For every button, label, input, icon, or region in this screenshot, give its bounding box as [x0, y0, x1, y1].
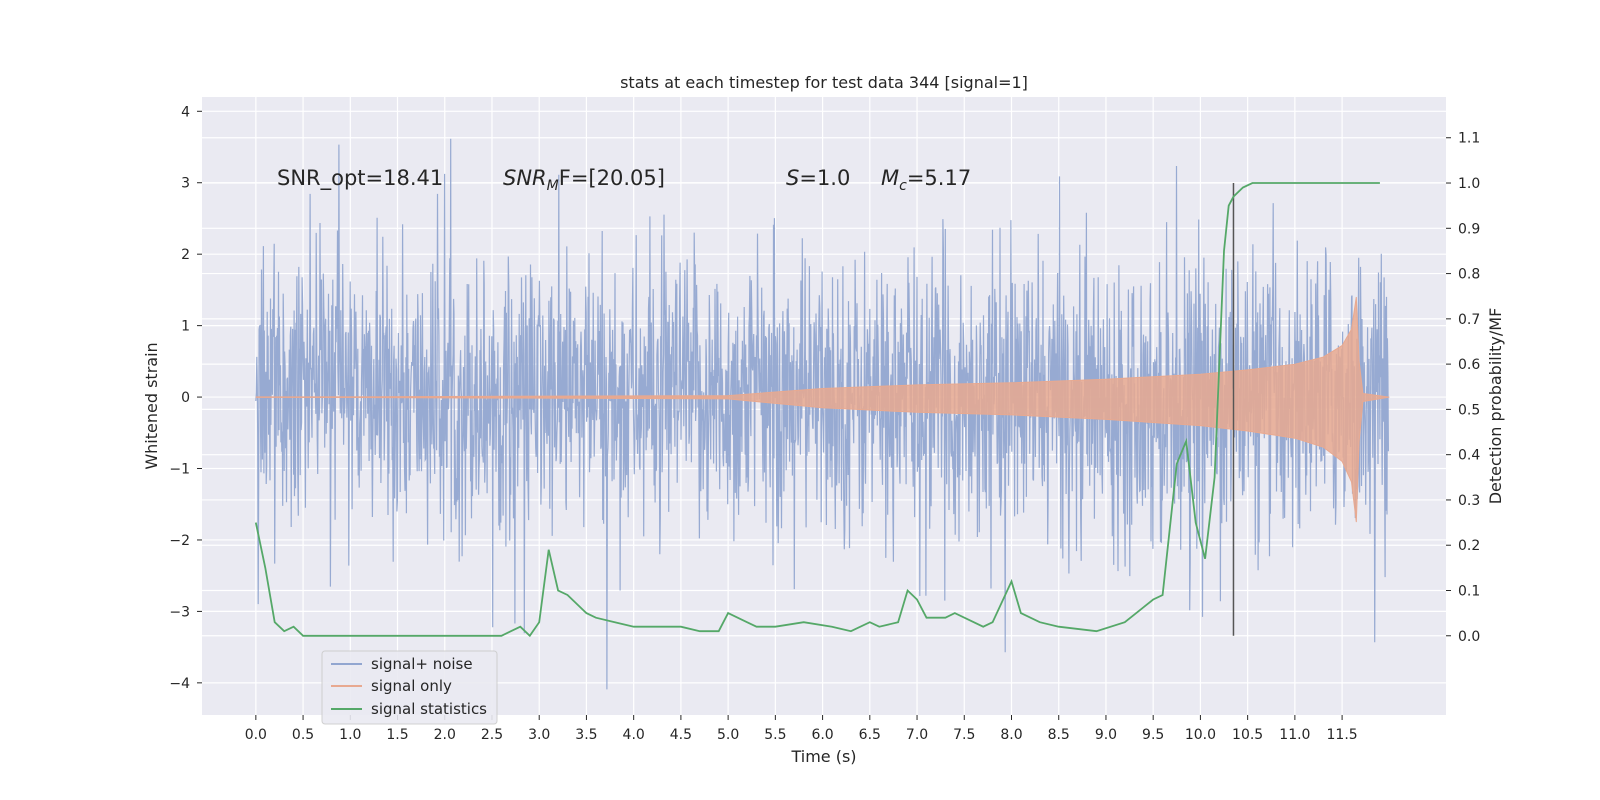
annotation-s: S=1.0	[786, 166, 850, 190]
annotation-s-value: =1.0	[799, 166, 850, 190]
x-ticks: 0.0 0.5 1.0 1.5 2.0 2.5 3.0 3.5 4.0 4.5 5.0 5.5 6.0 6…	[245, 715, 1358, 743]
x-tick-label: 7.0	[906, 727, 928, 743]
x-tick-label: 1.0	[339, 727, 361, 743]
x-axis-label: Time (s)	[790, 747, 856, 766]
y2-tick-label: 1.0	[1458, 176, 1480, 192]
y-tick-label: 3	[181, 176, 190, 192]
x-tick-label: 0.0	[245, 727, 267, 743]
x-tick-label: 11.5	[1327, 727, 1358, 743]
y2-tick-label: 0.2	[1458, 538, 1480, 554]
y2-tick-label: 0.5	[1458, 402, 1480, 418]
plot-series	[254, 138, 1390, 690]
x-tick-label: 4.5	[670, 727, 692, 743]
annotation-s-symbol: S	[786, 166, 799, 190]
annotation-mc: Mc=5.17	[881, 166, 971, 194]
x-tick-label: 5.5	[764, 727, 786, 743]
x-tick-label: 0.5	[292, 727, 314, 743]
annotation-snr-mf-symbol: SNR	[503, 166, 547, 190]
series-signal-statistics	[254, 182, 1380, 638]
y2-tick-label: 0.1	[1458, 583, 1480, 599]
y-tick-label: −1	[169, 462, 190, 478]
annotation-mc-symbol: M	[881, 166, 899, 190]
y2-tick-label: 0.7	[1458, 312, 1480, 328]
annotation-mc-subscript: c	[899, 178, 907, 194]
x-tick-label: 11.0	[1279, 727, 1310, 743]
x-tick-label: 3.0	[528, 727, 550, 743]
x-tick-label: 4.0	[623, 727, 645, 743]
x-tick-label: 3.5	[575, 727, 597, 743]
series-signal-only	[255, 296, 1390, 523]
y2-tick-label: 1.1	[1458, 131, 1480, 147]
y2-tick-label: 0.9	[1458, 221, 1480, 237]
y-tick-label: −2	[169, 533, 190, 549]
x-tick-label: 2.0	[434, 727, 456, 743]
chart-title: stats at each timestep for test data 344…	[620, 73, 1028, 92]
annotation-snr-mf: SNRMF=[20.05]	[503, 166, 665, 194]
x-tick-label: 10.5	[1232, 727, 1263, 743]
y2-tick-label: 0.8	[1458, 267, 1480, 283]
y-tick-label: 2	[181, 247, 190, 263]
x-tick-label: 2.5	[481, 727, 503, 743]
y2-tick-label: 0.6	[1458, 357, 1480, 373]
x-tick-label: 7.5	[953, 727, 975, 743]
y2-tick-label: 0.0	[1458, 629, 1480, 645]
x-tick-label: 8.5	[1048, 727, 1070, 743]
y2-axis-label: Detection probability/MF	[1486, 308, 1505, 505]
legend-label-signal-noise: signal+ noise	[371, 655, 473, 673]
y2-tick-label: 0.3	[1458, 493, 1480, 509]
y-tick-label: −3	[169, 604, 190, 620]
y-tick-label: −4	[169, 676, 190, 692]
legend-label-signal-only: signal only	[371, 677, 452, 695]
y-tick-label: 1	[181, 319, 190, 335]
annotation-snr-mf-subscript: M	[547, 178, 559, 194]
y-tick-label: 0	[181, 390, 190, 406]
annotation-snr-mf-value: F=[20.05]	[559, 166, 665, 190]
x-tick-label: 6.5	[859, 727, 881, 743]
x-tick-label: 9.0	[1095, 727, 1117, 743]
y-ticks: 4 3 2 1 0 −1 −2 −3 −4	[169, 104, 202, 692]
x-tick-label: 8.0	[1000, 727, 1022, 743]
x-tick-label: 1.5	[386, 727, 408, 743]
annotation-mc-value: =5.17	[907, 166, 971, 190]
y-axis-label: Whitened strain	[142, 342, 161, 469]
legend-box	[321, 650, 498, 725]
x-tick-label: 9.5	[1142, 727, 1164, 743]
y2-tick-label: 0.4	[1458, 448, 1480, 464]
x-tick-label: 5.0	[717, 727, 739, 743]
y-tick-label: 4	[181, 104, 190, 120]
x-tick-label: 10.0	[1185, 727, 1216, 743]
legend: signal+ noise signal only signal statist…	[321, 650, 498, 725]
y2-ticks: 1.1 1.0 0.9 0.8 0.7 0.6 0.5 0.4 0.3 0.2 0.1 0.0	[1446, 131, 1480, 645]
x-tick-label: 6.0	[811, 727, 833, 743]
annotation-snr-opt: SNR_opt=18.41	[277, 166, 443, 191]
legend-label-signal-statistics: signal statistics	[371, 700, 487, 718]
